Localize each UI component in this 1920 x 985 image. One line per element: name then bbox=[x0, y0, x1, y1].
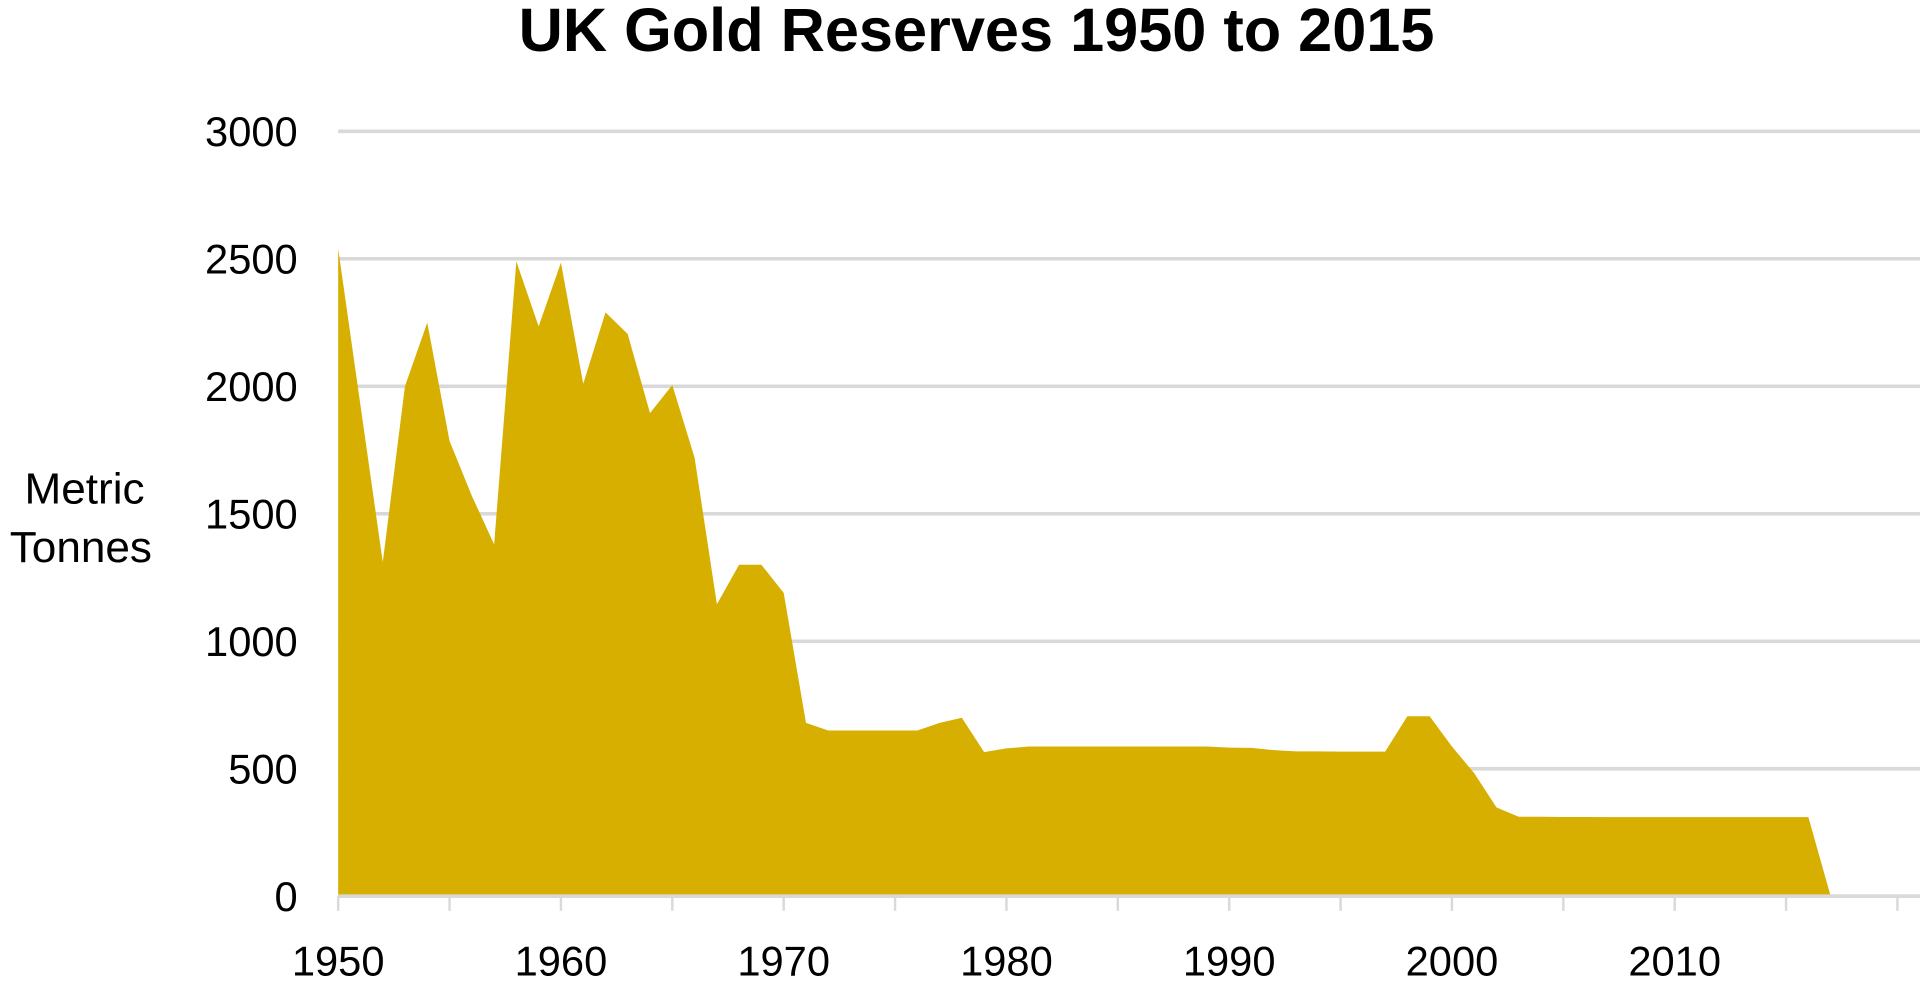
x-tick-label: 2000 bbox=[1406, 937, 1499, 984]
chart-title: UK Gold Reserves 1950 to 2015 bbox=[519, 0, 1435, 64]
x-tick-label: 1950 bbox=[292, 937, 385, 984]
y-tick-label: 500 bbox=[228, 745, 298, 792]
y-axis-label-line-1: Metric bbox=[25, 465, 145, 514]
y-tick-label: 1000 bbox=[205, 618, 298, 665]
y-axis: 0 500 1000 1500 2000 2500 3000 bbox=[205, 108, 298, 920]
area-fill bbox=[338, 248, 1831, 897]
area-series bbox=[338, 248, 1831, 897]
x-axis: 1950 1960 1970 1980 1990 2000 2010 bbox=[292, 894, 1920, 984]
y-tick-label: 0 bbox=[275, 873, 298, 920]
x-tick-label: 2010 bbox=[1628, 937, 1721, 984]
x-tick-label: 1970 bbox=[737, 937, 830, 984]
y-tick-label: 2000 bbox=[205, 363, 298, 410]
y-tick-label: 1500 bbox=[205, 491, 298, 538]
x-tick-label: 1980 bbox=[960, 937, 1053, 984]
y-tick-label: 3000 bbox=[205, 108, 298, 155]
x-tick-label: 1960 bbox=[515, 937, 608, 984]
x-tick-label: 1990 bbox=[1183, 937, 1276, 984]
y-axis-label-line-2: Tonnes bbox=[10, 523, 152, 572]
y-tick-label: 2500 bbox=[205, 236, 298, 283]
